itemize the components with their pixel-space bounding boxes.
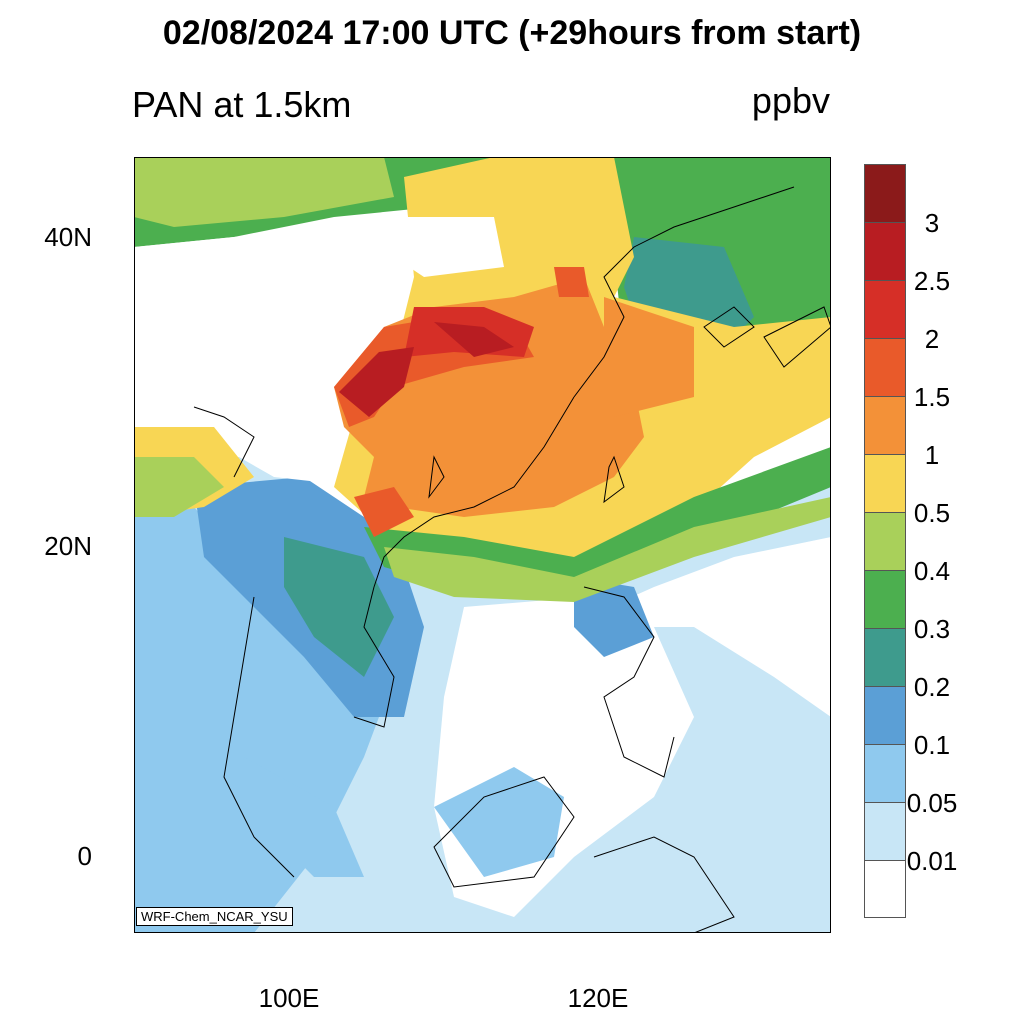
colorbar-swatch: [864, 860, 906, 918]
concentration-map: [134, 157, 831, 933]
colorbar-tick-label: 0.5: [913, 498, 951, 528]
colorbar-swatch: [864, 570, 906, 628]
lat-label-20n: 20N: [44, 531, 92, 561]
colorbar-swatch: [864, 744, 906, 802]
colorbar-tick-label: 2.5: [913, 266, 951, 296]
colorbar-tick-label: 0.01: [906, 846, 958, 876]
lat-label-40n: 40N: [44, 222, 92, 252]
lat-label-0: 0: [77, 841, 92, 871]
colorbar-swatch: [864, 802, 906, 860]
colorbar-swatch: [864, 280, 906, 338]
colorbar-swatch: [864, 164, 906, 222]
lon-label-120e: 120E: [567, 983, 629, 1013]
plot-title: 02/08/2024 17:00 UTC (+29hours from star…: [162, 14, 862, 52]
colorbar-tick-label: 0.4: [913, 556, 951, 586]
variable-label: PAN at 1.5km: [132, 84, 352, 125]
model-credit-label: WRF-Chem_NCAR_YSU: [136, 907, 293, 926]
map-panel: [134, 157, 831, 933]
colorbar-swatch: [864, 628, 906, 686]
colorbar-tick-label: 0.3: [913, 614, 951, 644]
colorbar-swatch: [864, 338, 906, 396]
colorbar-tick-label: 0.1: [913, 730, 951, 760]
colorbar-swatch: [864, 686, 906, 744]
colorbar-tick-label: 2: [924, 324, 940, 354]
units-label: ppbv: [751, 80, 830, 121]
colorbar: [864, 164, 906, 918]
colorbar-swatch: [864, 396, 906, 454]
colorbar-tick-label: 0.05: [906, 788, 958, 818]
colorbar-swatch: [864, 512, 906, 570]
colorbar-swatch: [864, 454, 906, 512]
colorbar-tick-label: 3: [924, 208, 940, 238]
lon-label-100e: 100E: [258, 983, 320, 1013]
colorbar-tick-label: 0.2: [913, 672, 951, 702]
colorbar-tick-label: 1: [924, 440, 940, 470]
colorbar-tick-label: 1.5: [913, 382, 951, 412]
colorbar-swatch: [864, 222, 906, 280]
